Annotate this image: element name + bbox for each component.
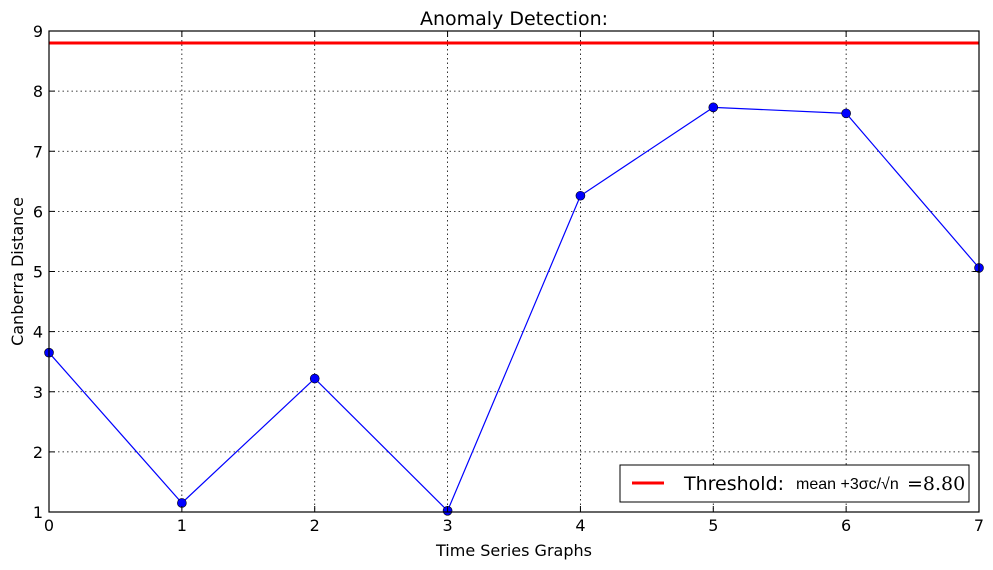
- x-tick-label: 0: [44, 516, 54, 535]
- x-tick-label: 6: [841, 516, 851, 535]
- data-point: [708, 102, 719, 113]
- y-tick-label: 4: [33, 323, 43, 342]
- legend-threshold-label: Threshold:: [683, 473, 784, 495]
- y-tick-label: 3: [33, 383, 43, 402]
- series-line: [48, 106, 980, 512]
- y-tick-label: 6: [33, 202, 43, 221]
- x-tick-label: 3: [442, 516, 452, 535]
- ticks-layer: [48, 30, 980, 513]
- series-layer: [44, 102, 984, 516]
- x-tick-label: 4: [575, 516, 585, 535]
- data-point: [575, 190, 586, 201]
- y-tick-label: 2: [33, 443, 43, 462]
- chart-title: Anomaly Detection:: [420, 8, 608, 30]
- data-point: [309, 373, 320, 384]
- x-tick-label: 1: [177, 516, 187, 535]
- data-point: [841, 108, 851, 119]
- legend-box: [619, 464, 970, 503]
- legend-threshold-formula: mean +3σc/√n: [796, 476, 899, 493]
- y-tick-label: 7: [33, 142, 43, 161]
- y-tick-label: 1: [33, 503, 43, 522]
- legend-threshold-value: =8.80: [907, 473, 965, 495]
- x-axis-label: Time Series Graphs: [435, 541, 592, 560]
- legend: Threshold: mean +3σc/√n =8.80: [619, 464, 970, 503]
- y-axis-label: Canberra Distance: [8, 197, 27, 346]
- x-tick-label: 2: [310, 516, 320, 535]
- y-tick-label: 5: [33, 263, 43, 282]
- y-tick-label: 9: [33, 22, 43, 41]
- grid-layer: [49, 31, 979, 512]
- x-tick-label: 5: [708, 516, 718, 535]
- y-tick-label: 8: [33, 82, 43, 101]
- x-tick-label: 7: [974, 516, 984, 535]
